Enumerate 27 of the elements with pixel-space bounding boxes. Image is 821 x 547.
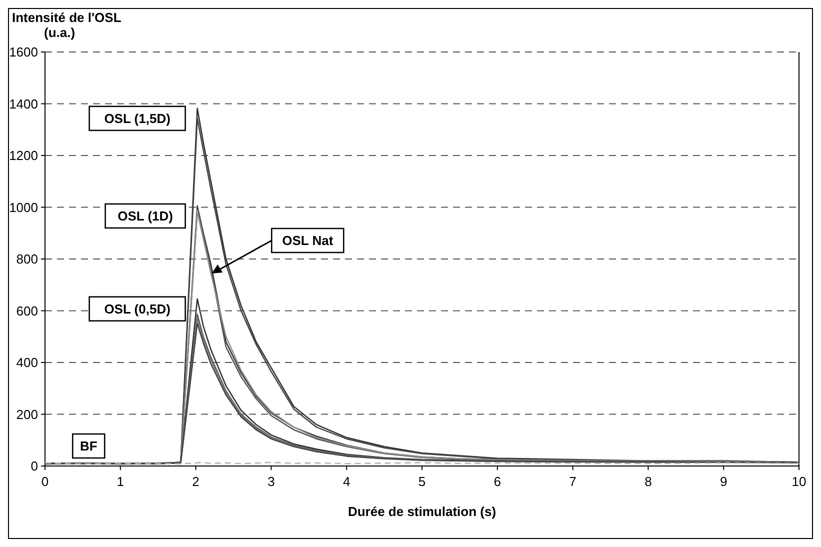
y-axis-title: Intensité de l'OSL (u.a.) <box>12 10 122 40</box>
x-tick-label: 1 <box>116 474 124 489</box>
x-tick-label: 4 <box>342 474 350 489</box>
annotation: OSL Nat <box>282 233 334 248</box>
y-tick-label: 800 <box>16 252 38 267</box>
x-tick-label: 3 <box>268 474 275 489</box>
annotation: BF <box>80 438 98 454</box>
x-tick-label: 6 <box>494 474 502 489</box>
y-tick-label: 1000 <box>9 200 38 215</box>
x-tick-label: 2 <box>192 474 200 489</box>
y-tick-label: 400 <box>16 355 38 370</box>
x-tick-label: 8 <box>644 474 652 489</box>
y-tick-label: 1400 <box>9 96 38 112</box>
x-tick-label: 0 <box>41 474 49 489</box>
y-tick-label: 200 <box>16 406 38 422</box>
annotation: OSL (1D) <box>118 208 174 224</box>
annotation: OSL (1,5D) <box>104 110 170 126</box>
y-tick-label: 600 <box>16 303 38 318</box>
annotation: OSL (0,5D) <box>104 301 170 316</box>
x-tick-label: 9 <box>720 474 728 489</box>
y-tick-label: 1600 <box>9 44 38 60</box>
y-tick-label: 1200 <box>9 148 38 164</box>
x-tick-label: 10 <box>792 474 806 489</box>
x-tick-label: 7 <box>569 474 576 489</box>
x-axis-title: Durée de stimulation (s) <box>348 504 496 519</box>
y-tick-label: 0 <box>30 458 38 474</box>
x-tick-label: 5 <box>418 474 426 489</box>
